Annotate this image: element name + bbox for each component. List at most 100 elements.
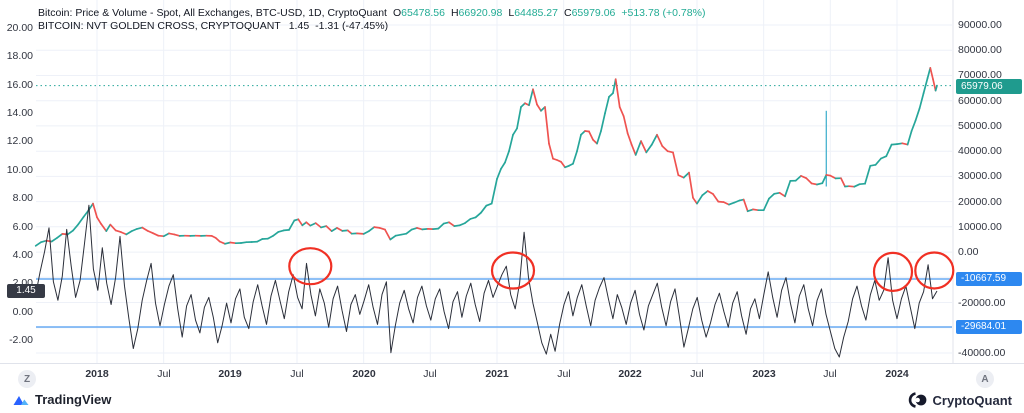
price-series-segment [701, 190, 709, 197]
price-series-segment [346, 229, 353, 235]
price-axis-tick: 50000.00 [958, 120, 1002, 132]
upper-band-badge: -10667.59 [956, 272, 1022, 286]
auto-scale-button[interactable]: A [976, 370, 994, 388]
price-series-segment [794, 175, 802, 182]
nvt-series-line [35, 204, 938, 358]
price-series-segment [532, 88, 538, 106]
low-value: 64485.27 [514, 7, 558, 19]
price-series-segment [618, 106, 625, 118]
price-series-segment [72, 223, 80, 232]
time-axis-tick: Jul [423, 368, 437, 380]
price-series-segment [469, 216, 477, 220]
price-series-segment [100, 222, 108, 232]
price-series-segment [320, 225, 328, 229]
price-series-segment [88, 202, 94, 211]
price-series-segment [645, 143, 653, 154]
price-series-segment [229, 241, 237, 245]
open-label: O [392, 7, 402, 19]
price-series-segment [508, 133, 514, 153]
price-series-segment [373, 226, 381, 229]
open-value: 65478.56 [401, 7, 445, 19]
cryptoquant-logo-text: CryptoQuant [932, 392, 1012, 408]
price-series-segment [544, 106, 550, 145]
price-axis-tick: -40000.00 [958, 347, 1006, 359]
price-series-segment [712, 193, 720, 203]
price-series-segment [448, 221, 456, 227]
price-series-segment [800, 175, 808, 180]
tradingview-logo-text: TradingView [35, 392, 112, 407]
price-series-segment [778, 191, 786, 198]
price-series-segment [146, 230, 154, 235]
price-series-segment [314, 222, 322, 229]
price-series-segment [588, 130, 594, 141]
tradingview-logo[interactable]: TradingView [12, 392, 111, 407]
price-series-segment [490, 178, 498, 205]
highlight-circle [872, 251, 914, 292]
price-series-segment [368, 226, 376, 232]
symbol-title[interactable]: Bitcoin: Price & Volume - Spot, All Exch… [38, 7, 387, 19]
price-series-segment [92, 202, 98, 219]
price-series-segment [416, 227, 424, 231]
price-series-segment [34, 241, 42, 247]
price-axis-tick: 40000.00 [958, 145, 1002, 157]
price-series-segment [548, 142, 554, 160]
price-axis-tick: 70000.00 [958, 69, 1002, 81]
time-axis-tick: Jul [157, 368, 171, 380]
price-series-segment [512, 127, 518, 136]
price-series-legend: Bitcoin: Price & Volume - Spot, All Exch… [38, 7, 705, 20]
price-series-segment [157, 234, 165, 238]
nvt-axis-tick: 12.00 [6, 135, 33, 147]
price-series-segment [105, 223, 112, 232]
nvt-axis-tick: 10.00 [6, 164, 33, 176]
price-series-segment [829, 174, 837, 180]
cryptoquant-logo[interactable]: CryptoQuant [908, 392, 1012, 408]
price-series-segment [688, 171, 694, 199]
nvt-axis-tick: 20.00 [6, 22, 33, 34]
price-series-segment [890, 143, 898, 146]
price-series-segment [66, 229, 74, 236]
price-series-segment [661, 145, 669, 153]
price-series-segment [378, 227, 386, 231]
nvt-axis-tick: 8.00 [12, 192, 33, 204]
price-series-segment [869, 163, 877, 167]
price-series-segment [437, 222, 445, 230]
price-series-segment [672, 151, 680, 176]
price-series-segment [109, 223, 117, 232]
price-series-segment [896, 142, 904, 145]
indicator-title[interactable]: BITCOIN: NVT GOLDEN CROSS, CRYPTOQUANT [38, 20, 281, 32]
price-series-segment [152, 232, 160, 237]
legend: Bitcoin: Price & Volume - Spot, All Exch… [38, 7, 705, 33]
price-series-segment [626, 132, 633, 146]
price-series-segment [218, 240, 226, 245]
price-series-segment [77, 215, 85, 226]
price-series-segment [96, 216, 102, 225]
indicator-legend: BITCOIN: NVT GOLDEN CROSS, CRYPTOQUANT 1.… [38, 20, 705, 33]
price-series-segment [692, 196, 698, 205]
price-series-segment [706, 190, 714, 195]
price-series-segment [929, 67, 934, 81]
price-series-segment [640, 140, 648, 154]
price-series-segment [336, 227, 344, 232]
price-change: +513.78 (+0.78%) [621, 7, 706, 19]
price-series-segment [362, 230, 370, 235]
price-series-segment [580, 130, 586, 136]
price-series-segment [297, 218, 304, 227]
time-axis-tick: 2023 [752, 368, 776, 380]
price-series-segment [742, 198, 749, 213]
price-series-segment [728, 201, 736, 206]
price-series-segment [410, 227, 418, 231]
price-series-segment [810, 182, 818, 186]
price-series-segment [325, 225, 333, 232]
price-series-segment [906, 130, 913, 146]
timezone-button[interactable]: Z [18, 370, 36, 388]
price-series-segment [309, 222, 317, 227]
price-axis-tick: 10000.00 [958, 221, 1002, 233]
price-series-segment [458, 222, 466, 227]
price-series-segment [520, 102, 526, 108]
price-series-segment [173, 233, 181, 237]
price-series-segment [932, 78, 937, 92]
time-axis-tick: 2022 [618, 368, 642, 380]
price-series-segment [773, 191, 781, 195]
price-axis-tick: 80000.00 [958, 44, 1002, 56]
